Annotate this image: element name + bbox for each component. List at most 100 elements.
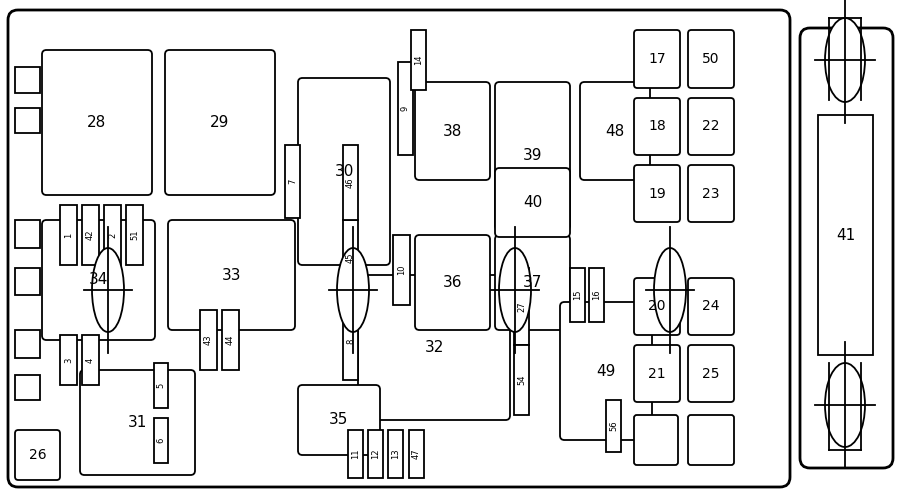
Ellipse shape (654, 248, 686, 332)
Bar (104, 205, 121, 265)
Text: 48: 48 (606, 123, 625, 139)
Text: 45: 45 (346, 252, 355, 263)
Text: 19: 19 (648, 186, 666, 200)
Text: 22: 22 (702, 119, 720, 134)
FancyBboxPatch shape (358, 275, 510, 420)
Ellipse shape (825, 363, 865, 447)
Text: 38: 38 (443, 123, 463, 139)
FancyBboxPatch shape (634, 165, 680, 222)
Bar (15, 330, 40, 358)
FancyBboxPatch shape (688, 30, 734, 88)
FancyBboxPatch shape (165, 50, 275, 195)
Bar (15, 108, 40, 133)
Text: 30: 30 (334, 164, 354, 179)
Text: 8: 8 (346, 338, 355, 344)
Text: 40: 40 (523, 195, 542, 210)
FancyBboxPatch shape (298, 385, 380, 455)
Text: 50: 50 (702, 52, 720, 66)
Text: 32: 32 (424, 340, 444, 355)
Bar (818, 115, 873, 355)
FancyBboxPatch shape (168, 220, 295, 330)
Text: 4: 4 (86, 357, 95, 363)
Text: 14: 14 (414, 55, 423, 65)
FancyBboxPatch shape (495, 82, 570, 230)
Text: 11: 11 (351, 449, 360, 459)
Bar (388, 430, 403, 478)
Bar (343, 220, 358, 295)
Bar (60, 335, 77, 385)
Text: 18: 18 (648, 119, 666, 134)
Text: 6: 6 (157, 438, 166, 443)
Bar (15, 220, 40, 248)
Text: 5: 5 (157, 383, 166, 388)
FancyBboxPatch shape (415, 235, 490, 330)
FancyBboxPatch shape (80, 370, 195, 475)
Text: 15: 15 (573, 290, 582, 300)
FancyBboxPatch shape (688, 98, 734, 155)
Text: 41: 41 (836, 228, 855, 243)
Ellipse shape (499, 248, 531, 332)
Bar (514, 345, 529, 415)
Text: 27: 27 (517, 301, 526, 312)
Bar (343, 145, 358, 220)
FancyBboxPatch shape (634, 278, 680, 335)
Bar (15, 375, 40, 400)
FancyBboxPatch shape (495, 168, 570, 237)
Text: 16: 16 (592, 290, 601, 300)
FancyBboxPatch shape (8, 10, 790, 487)
FancyBboxPatch shape (42, 50, 152, 195)
Text: 1: 1 (64, 233, 73, 238)
Text: 28: 28 (87, 115, 106, 130)
Text: 20: 20 (648, 300, 666, 314)
Bar (82, 335, 99, 385)
Text: 26: 26 (29, 448, 46, 462)
FancyBboxPatch shape (688, 278, 734, 335)
FancyBboxPatch shape (560, 302, 652, 440)
Text: 49: 49 (597, 363, 616, 379)
Ellipse shape (825, 18, 865, 102)
Text: 42: 42 (86, 230, 95, 240)
Bar (570, 268, 585, 322)
FancyBboxPatch shape (634, 98, 680, 155)
Bar (606, 400, 621, 452)
FancyBboxPatch shape (688, 345, 734, 402)
Bar (343, 302, 358, 380)
Bar (126, 205, 143, 265)
Bar (154, 418, 168, 463)
Bar (514, 268, 529, 345)
Bar (60, 205, 77, 265)
Text: 31: 31 (128, 415, 148, 430)
Text: 39: 39 (523, 149, 542, 164)
Bar (15, 268, 40, 295)
Bar (589, 268, 604, 322)
Text: 54: 54 (517, 375, 526, 385)
Text: 44: 44 (226, 335, 235, 345)
Text: 34: 34 (89, 272, 108, 287)
Text: 2: 2 (108, 233, 117, 238)
Text: 33: 33 (221, 267, 241, 282)
FancyBboxPatch shape (495, 235, 570, 330)
FancyBboxPatch shape (800, 28, 893, 468)
Bar (222, 310, 239, 370)
Text: 17: 17 (648, 52, 666, 66)
FancyBboxPatch shape (42, 220, 155, 340)
Bar (368, 430, 383, 478)
FancyBboxPatch shape (415, 82, 490, 180)
FancyBboxPatch shape (634, 30, 680, 88)
Text: 43: 43 (204, 334, 213, 345)
Text: 9: 9 (401, 106, 410, 111)
Bar (411, 30, 426, 90)
Text: 21: 21 (648, 366, 666, 381)
Text: 56: 56 (609, 420, 618, 431)
Bar (348, 430, 363, 478)
Bar (409, 430, 424, 478)
Text: 12: 12 (371, 449, 380, 459)
Text: 47: 47 (412, 449, 421, 459)
Bar (15, 67, 40, 93)
Bar (285, 145, 300, 218)
Ellipse shape (337, 248, 369, 332)
Text: 35: 35 (329, 413, 348, 427)
Text: 37: 37 (523, 275, 542, 290)
Ellipse shape (92, 248, 124, 332)
FancyBboxPatch shape (298, 78, 390, 265)
